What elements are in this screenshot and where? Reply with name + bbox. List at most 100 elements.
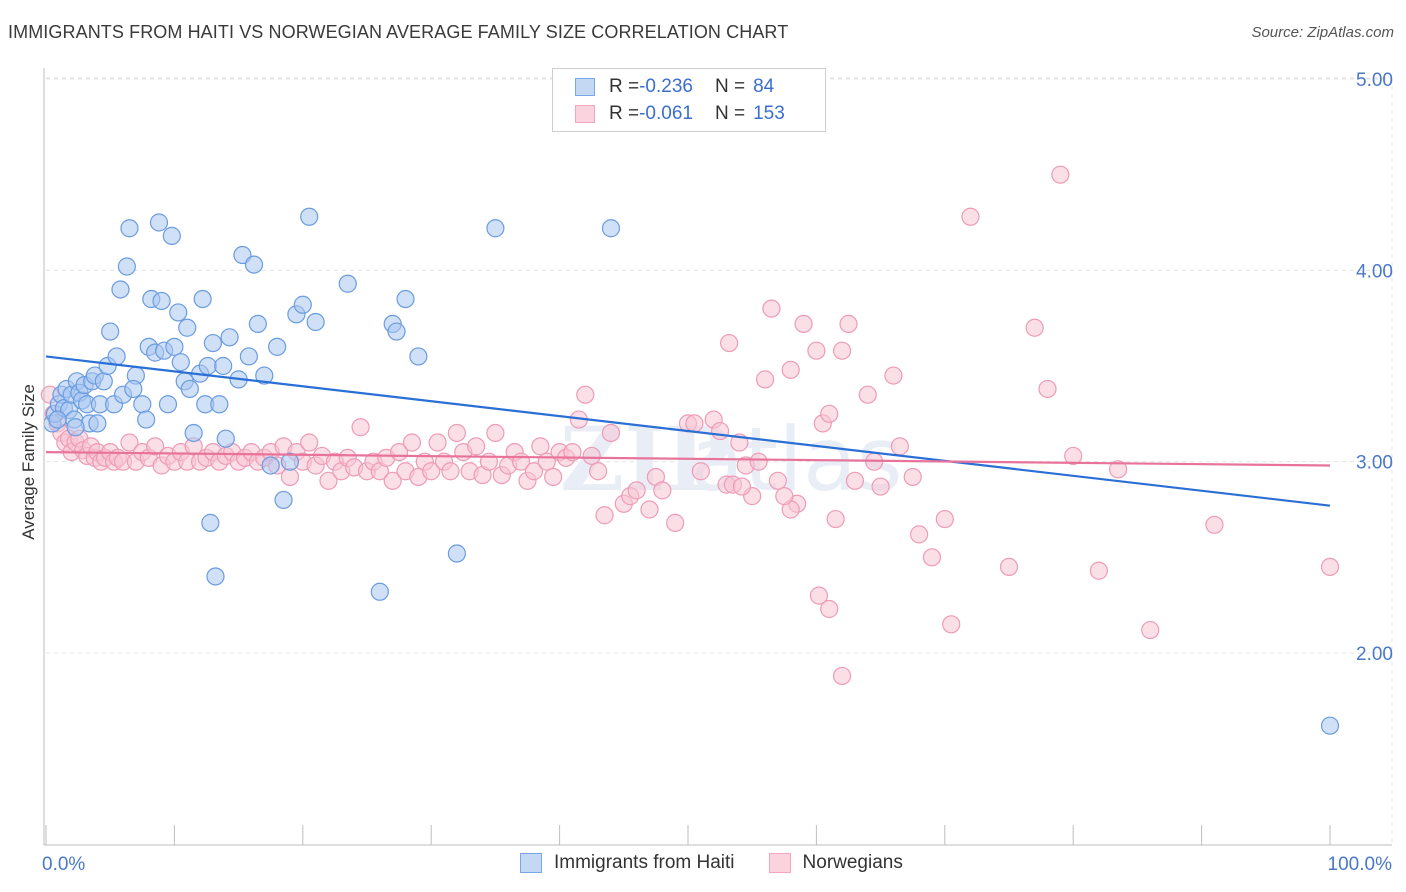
haiti-point <box>206 567 225 586</box>
y-axis-label: Average Family Size <box>19 384 38 540</box>
pink-swatch <box>768 853 791 873</box>
haiti-point <box>338 274 357 293</box>
haiti-point <box>169 303 188 322</box>
haiti-point <box>180 379 199 399</box>
norwegian-point <box>627 481 646 500</box>
haiti-point <box>216 429 235 448</box>
norwegian-point <box>781 360 800 379</box>
norwegian-point <box>544 467 563 487</box>
norwegian-point <box>589 462 608 481</box>
haiti-point <box>165 337 184 356</box>
norwegian-point <box>732 477 752 496</box>
haiti-point <box>370 582 389 601</box>
norwegian-point <box>1051 165 1070 184</box>
haiti-point <box>210 395 229 414</box>
norwegian-point <box>755 370 775 389</box>
norwegian-point <box>576 385 595 404</box>
y-tick-label: 5.00 <box>1356 70 1393 91</box>
haiti-point <box>280 452 300 471</box>
x-tick-label: 100.0% <box>1328 854 1393 875</box>
norwegian-point <box>820 599 839 619</box>
norwegian-point <box>1320 557 1340 577</box>
norwegian-point <box>653 481 672 500</box>
norwegian-point <box>890 437 909 456</box>
haiti-point <box>178 318 197 337</box>
norwegian-point <box>935 509 954 529</box>
haiti-point <box>274 490 293 510</box>
norwegian-trend-line <box>45 451 1331 467</box>
norwegian-point <box>402 433 422 452</box>
r-value: -0.236 <box>639 76 693 97</box>
blue-swatch <box>575 78 595 96</box>
blue-swatch <box>520 853 542 873</box>
haiti-point <box>244 255 264 274</box>
norwegian-point <box>531 437 550 456</box>
norwegian-point <box>826 509 845 529</box>
norwegian-point <box>903 467 922 487</box>
norwegian-point <box>775 487 794 506</box>
norwegian-point <box>595 506 614 525</box>
norwegian-point <box>351 418 370 437</box>
n-value: 84 <box>753 76 775 97</box>
stats-legend: R = -0.236 N = 84 R = -0.061 N = 153 <box>552 68 826 132</box>
norwegian-point <box>300 433 319 452</box>
y-tick-label: 2.00 <box>1356 644 1393 665</box>
haiti-point <box>88 414 107 433</box>
norwegian-point <box>820 404 839 423</box>
source-credit: Source: ZipAtlas.com <box>1251 24 1394 41</box>
norwegian-point <box>120 433 139 452</box>
haiti-point <box>137 410 156 429</box>
haiti-point <box>101 322 120 341</box>
legend-row-norwegians: R = -0.061 N = 153 <box>575 102 785 126</box>
haiti-point <box>220 328 239 347</box>
norwegian-point <box>280 467 300 487</box>
haiti-point <box>94 372 113 391</box>
norwegian-point <box>749 452 768 471</box>
norwegian-point <box>1064 446 1083 466</box>
haiti-point <box>120 219 139 238</box>
haiti-point <box>261 456 280 475</box>
norwegian-point <box>710 421 730 441</box>
norwegian-point <box>942 615 961 634</box>
haiti-point <box>124 379 143 399</box>
norwegian-point <box>884 366 903 385</box>
norwegian-point <box>601 423 621 443</box>
norwegian-point <box>563 443 582 462</box>
haiti-point <box>162 226 181 245</box>
haiti-point <box>214 356 233 376</box>
haiti-point <box>48 410 67 429</box>
norwegian-point <box>922 548 942 567</box>
norwegian-point <box>768 471 787 490</box>
haiti-point <box>203 333 223 353</box>
norwegian-point <box>1205 515 1224 534</box>
haiti-point <box>1320 716 1340 735</box>
haiti-point <box>171 353 190 372</box>
norwegian-point <box>1038 379 1057 399</box>
norwegian-point <box>839 314 858 334</box>
haiti-point <box>409 347 428 366</box>
norwegian-point <box>999 557 1019 577</box>
y-tick-label: 4.00 <box>1356 261 1393 282</box>
norwegian-point <box>685 414 704 433</box>
haiti-point <box>387 322 406 341</box>
n-value: 153 <box>753 103 785 124</box>
norwegian-point <box>794 314 813 334</box>
haiti-point <box>198 356 217 376</box>
norwegian-point <box>1089 561 1108 580</box>
norwegian-point <box>809 586 829 605</box>
norwegian-point <box>640 500 659 519</box>
haiti-point <box>149 213 169 232</box>
haiti-trend-line <box>45 355 1331 507</box>
r-label: R = <box>609 76 640 97</box>
norwegian-point <box>762 299 781 318</box>
series-legend: Immigrants from Haiti Norwegians <box>520 852 903 874</box>
haiti-point <box>248 314 267 334</box>
norwegian-point <box>871 477 890 496</box>
haiti-point <box>306 312 325 332</box>
haiti-point <box>239 347 258 366</box>
legend-label-norwegians: Norwegians <box>802 852 903 873</box>
haiti-point <box>111 280 130 299</box>
norwegian-point <box>1141 620 1160 640</box>
legend-row-haiti: R = -0.236 N = 84 <box>575 75 774 99</box>
